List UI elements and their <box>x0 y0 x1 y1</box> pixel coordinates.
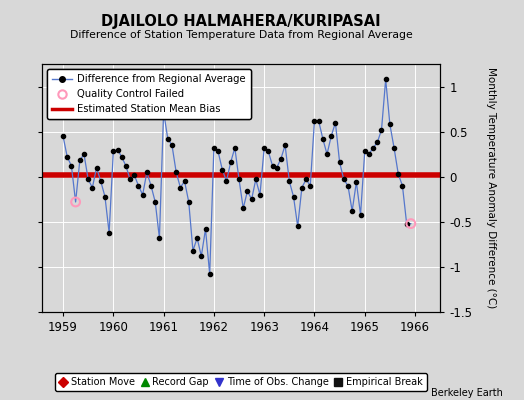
Point <box>365 151 373 157</box>
Legend: Difference from Regional Average, Quality Control Failed, Estimated Station Mean: Difference from Regional Average, Qualit… <box>47 69 250 119</box>
Point <box>390 145 398 151</box>
Point <box>63 154 71 160</box>
Point <box>293 223 302 230</box>
Point <box>214 148 222 155</box>
Point <box>302 176 310 183</box>
Point <box>272 164 281 171</box>
Point <box>377 127 386 133</box>
Point <box>143 169 151 176</box>
Y-axis label: Monthly Temperature Anomaly Difference (°C): Monthly Temperature Anomaly Difference (… <box>486 67 496 309</box>
Point <box>88 184 96 191</box>
Point <box>281 142 289 148</box>
Point <box>222 178 231 184</box>
Point <box>172 169 180 176</box>
Point <box>163 136 172 142</box>
Point <box>356 212 365 218</box>
Point <box>210 145 218 151</box>
Point <box>147 182 155 189</box>
Point <box>122 163 130 169</box>
Point <box>323 151 331 157</box>
Point <box>176 184 184 191</box>
Point <box>201 226 210 232</box>
Point <box>394 171 402 177</box>
Point <box>340 176 348 183</box>
Point <box>235 176 243 183</box>
Point <box>398 182 407 189</box>
Point <box>138 192 147 198</box>
Point <box>134 182 143 189</box>
Text: Difference of Station Temperature Data from Regional Average: Difference of Station Temperature Data f… <box>70 30 412 40</box>
Point <box>402 220 411 227</box>
Point <box>59 133 67 139</box>
Point <box>348 208 356 214</box>
Point <box>386 121 394 128</box>
Point <box>407 220 415 227</box>
Point <box>113 146 122 153</box>
Point <box>218 166 226 173</box>
Point <box>260 145 268 151</box>
Point <box>310 118 319 124</box>
Point <box>130 172 138 178</box>
Point <box>369 145 377 151</box>
Legend: Station Move, Record Gap, Time of Obs. Change, Empirical Break: Station Move, Record Gap, Time of Obs. C… <box>56 373 427 391</box>
Point <box>277 156 285 162</box>
Point <box>285 178 293 184</box>
Point <box>331 120 340 126</box>
Point <box>193 235 201 241</box>
Point <box>197 253 205 259</box>
Point <box>75 157 84 164</box>
Point <box>243 188 252 194</box>
Point <box>298 184 306 191</box>
Point <box>289 193 298 200</box>
Point <box>180 178 189 184</box>
Point <box>344 182 352 189</box>
Point <box>117 154 126 160</box>
Point <box>314 118 323 124</box>
Point <box>373 139 381 146</box>
Point <box>335 159 344 166</box>
Text: DJAILOLO HALMAHERA/KURIPASAI: DJAILOLO HALMAHERA/KURIPASAI <box>101 14 381 29</box>
Point <box>101 193 109 200</box>
Point <box>205 271 214 277</box>
Point <box>67 163 75 169</box>
Point <box>327 133 335 139</box>
Point <box>71 199 80 205</box>
Point <box>151 199 159 205</box>
Point <box>184 199 193 205</box>
Point <box>168 142 176 148</box>
Point <box>189 248 197 254</box>
Point <box>109 148 117 155</box>
Point <box>256 192 264 198</box>
Text: Berkeley Earth: Berkeley Earth <box>431 388 503 398</box>
Point <box>268 163 277 169</box>
Point <box>105 230 113 236</box>
Point <box>319 136 327 142</box>
Point <box>306 182 314 189</box>
Point <box>80 151 88 157</box>
Point <box>361 148 369 155</box>
Point <box>252 176 260 183</box>
Point <box>381 76 390 82</box>
Point <box>352 179 361 185</box>
Point <box>231 145 239 151</box>
Point <box>226 159 235 166</box>
Point <box>155 235 163 241</box>
Point <box>264 148 272 155</box>
Point <box>96 178 105 184</box>
Point <box>239 205 247 212</box>
Point <box>84 176 92 183</box>
Point <box>247 196 256 202</box>
Point <box>126 176 134 183</box>
Point <box>159 108 168 115</box>
Point <box>92 164 101 171</box>
